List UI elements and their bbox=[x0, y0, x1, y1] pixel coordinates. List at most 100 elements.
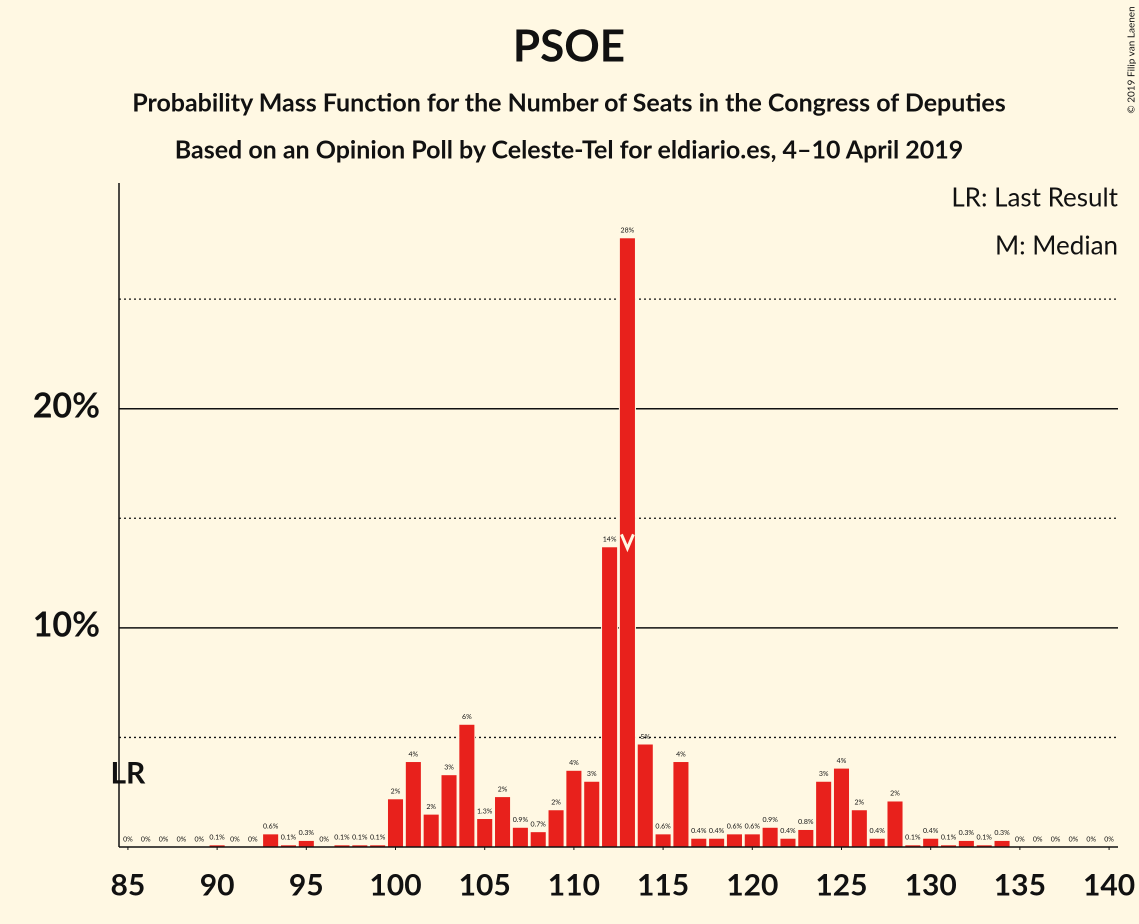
value-label: 0.3% bbox=[959, 829, 975, 837]
value-label: 3% bbox=[819, 770, 829, 778]
value-label: 0.7% bbox=[531, 820, 547, 828]
value-label: 0.6% bbox=[727, 823, 743, 831]
value-label: 4% bbox=[569, 759, 579, 767]
value-label: 0.4% bbox=[923, 827, 939, 835]
bar bbox=[511, 826, 529, 848]
value-label: 0.4% bbox=[869, 827, 885, 835]
bar bbox=[957, 839, 975, 848]
bar bbox=[404, 761, 422, 848]
value-label: 2% bbox=[391, 788, 401, 796]
value-label: 0.3% bbox=[299, 829, 315, 837]
bar bbox=[743, 833, 761, 848]
value-label: 0.3% bbox=[994, 829, 1010, 837]
bar bbox=[458, 723, 476, 848]
value-label: 0.1% bbox=[905, 834, 921, 842]
bar bbox=[636, 743, 654, 848]
value-label: 0% bbox=[1033, 835, 1043, 843]
bar bbox=[868, 837, 886, 848]
value-label: 28% bbox=[621, 227, 635, 235]
value-label: 0.6% bbox=[745, 823, 761, 831]
bar bbox=[565, 769, 583, 848]
bar bbox=[601, 546, 619, 848]
bar bbox=[797, 828, 815, 848]
bar bbox=[494, 796, 512, 848]
median-marker bbox=[620, 533, 635, 553]
value-label: 0.4% bbox=[709, 827, 725, 835]
value-label: 6% bbox=[462, 713, 472, 721]
bar bbox=[476, 818, 494, 848]
value-label: 0% bbox=[1069, 835, 1079, 843]
bar bbox=[262, 833, 280, 848]
chart-subtitle: Probability Mass Function for the Number… bbox=[132, 87, 1006, 117]
bar bbox=[815, 780, 833, 848]
x-tick-label: 125 bbox=[815, 867, 867, 903]
value-label: 0% bbox=[248, 835, 258, 843]
value-label: 3% bbox=[587, 770, 597, 778]
value-label: 0% bbox=[1104, 835, 1114, 843]
value-label: 14% bbox=[603, 536, 617, 544]
bar bbox=[725, 833, 743, 848]
value-label: 0.4% bbox=[780, 827, 796, 835]
x-tick-label: 105 bbox=[459, 867, 511, 903]
value-label: 1.3% bbox=[477, 807, 493, 815]
value-label: 0.6% bbox=[655, 823, 671, 831]
value-label: 0.1% bbox=[281, 834, 297, 842]
bar bbox=[529, 831, 547, 848]
x-tick-label: 85 bbox=[111, 867, 146, 903]
x-tick-label: 110 bbox=[548, 867, 600, 903]
value-label: 0% bbox=[159, 835, 169, 843]
value-label: 4% bbox=[409, 750, 419, 758]
value-label: 0% bbox=[123, 835, 133, 843]
value-label: 0.8% bbox=[798, 818, 814, 826]
bar bbox=[993, 839, 1011, 848]
value-label: 0.9% bbox=[762, 816, 778, 824]
value-label: 4% bbox=[837, 757, 847, 765]
value-label: 5% bbox=[640, 733, 650, 741]
value-label: 0.1% bbox=[334, 834, 350, 842]
x-tick-label: 115 bbox=[637, 867, 689, 903]
x-tick-label: 100 bbox=[369, 867, 421, 903]
y-tick-label: 20% bbox=[33, 384, 100, 425]
copyright: © 2019 Filip van Laenen bbox=[1126, 6, 1138, 113]
value-label: 0.1% bbox=[370, 834, 386, 842]
value-label: 4% bbox=[676, 750, 686, 758]
value-label: 0.9% bbox=[513, 816, 529, 824]
value-label: 0% bbox=[230, 835, 240, 843]
x-tick-label: 120 bbox=[726, 867, 778, 903]
bar bbox=[547, 809, 565, 848]
value-label: 0.6% bbox=[263, 823, 279, 831]
bar bbox=[440, 774, 458, 848]
value-label: 2% bbox=[890, 790, 900, 798]
value-label: 0.1% bbox=[352, 834, 368, 842]
value-label: 0% bbox=[177, 835, 187, 843]
value-label: 2% bbox=[854, 799, 864, 807]
bar bbox=[583, 780, 601, 848]
value-label: 0.1% bbox=[941, 834, 957, 842]
legend-entry: M: Median bbox=[995, 229, 1118, 261]
bar bbox=[850, 809, 868, 848]
y-tick-label: 10% bbox=[33, 604, 100, 645]
bar bbox=[618, 237, 636, 848]
bar bbox=[386, 798, 405, 848]
chart-subtitle: Based on an Opinion Poll by Celeste-Tel … bbox=[175, 134, 963, 164]
bar bbox=[922, 837, 940, 848]
bar bbox=[297, 839, 315, 848]
value-label: 2% bbox=[426, 803, 436, 811]
bar bbox=[832, 767, 851, 848]
bar bbox=[761, 826, 779, 848]
value-label: 2% bbox=[498, 785, 508, 793]
value-label: 0% bbox=[1015, 835, 1025, 843]
bar bbox=[422, 813, 440, 848]
value-label: 0% bbox=[1051, 835, 1061, 843]
bar bbox=[690, 837, 708, 848]
bar bbox=[708, 837, 726, 848]
value-label: 0.1% bbox=[209, 834, 225, 842]
bar bbox=[654, 833, 672, 848]
value-label: 0.4% bbox=[691, 827, 707, 835]
bar bbox=[672, 761, 690, 848]
x-tick-label: 90 bbox=[200, 867, 235, 903]
last-result-label: LR bbox=[110, 755, 146, 791]
x-tick-label: 140 bbox=[1083, 867, 1135, 903]
x-tick-label: 95 bbox=[289, 867, 324, 903]
